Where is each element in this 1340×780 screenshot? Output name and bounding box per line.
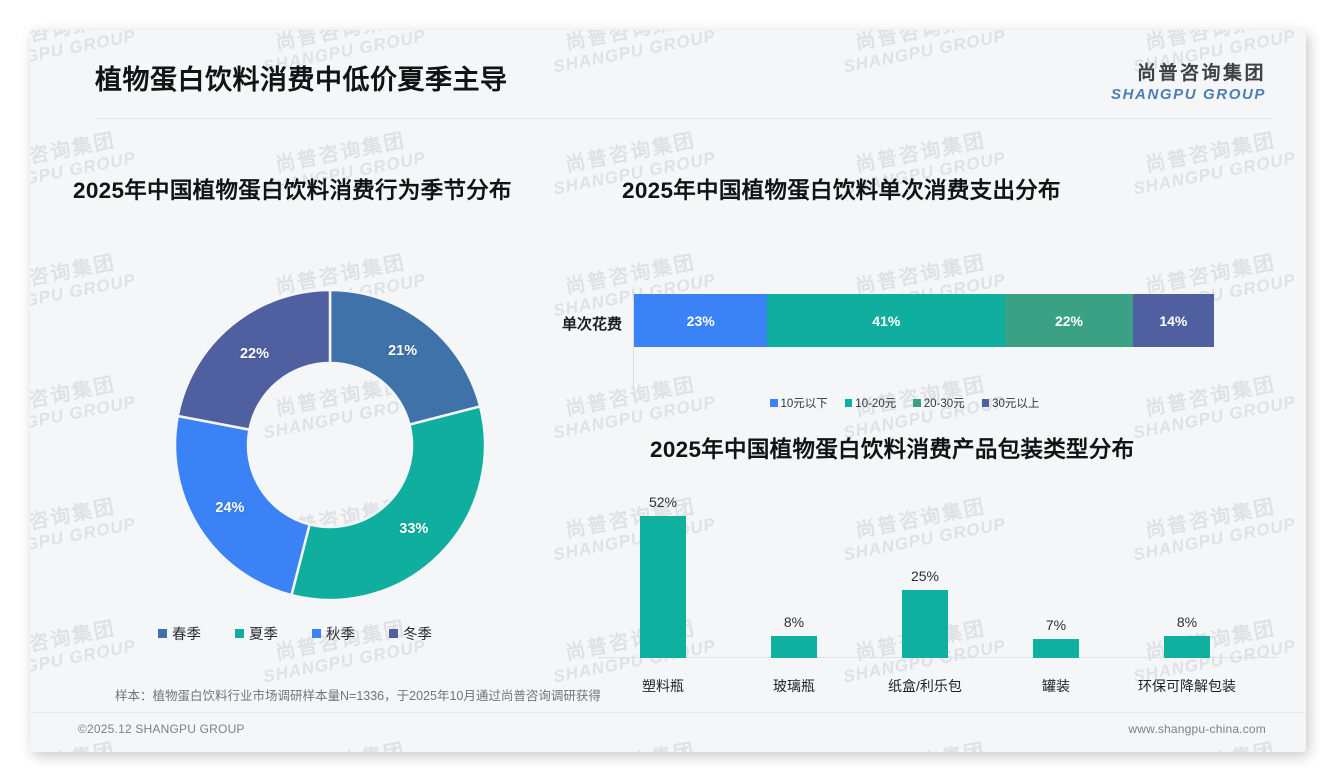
stacked-bar-segment[interactable]: 14% <box>1132 294 1214 347</box>
donut-slice-value: 22% <box>239 345 269 362</box>
bar-column[interactable]: 8% 玻璃瓶 <box>729 614 859 694</box>
legend-label: 10-20元 <box>855 398 897 410</box>
bar-value-label: 25% <box>910 568 940 584</box>
legend-label: 30元以上 <box>992 398 1040 410</box>
legend-item[interactable]: 10-20元 <box>844 395 897 411</box>
bar-category-label: 纸盒/利乐包 <box>888 678 962 694</box>
donut-slice[interactable] <box>328 288 482 427</box>
header-divider <box>95 118 1271 119</box>
legend-swatch <box>158 629 167 638</box>
bar-category-label: 罐装 <box>1042 678 1070 694</box>
logo-english-text: SHANGPU GROUP <box>1111 85 1266 103</box>
legend-item[interactable]: 夏季 <box>235 623 278 644</box>
legend-label: 春季 <box>172 627 201 643</box>
bar-category-label: 玻璃瓶 <box>773 678 815 694</box>
bar-chart-package: 52% 塑料瓶 8% 玻璃瓶 25% 纸盒/利乐包 7% 罐装 8% 环保可降解包装 <box>590 494 1290 700</box>
legend-label: 冬季 <box>403 627 432 643</box>
bar-column[interactable]: 8% 环保可降解包装 <box>1122 614 1252 694</box>
donut-chart-season: 21% 33% 24% 22% <box>120 275 540 655</box>
donut-slice-value: 24% <box>215 500 245 517</box>
stacked-bar-axis-line <box>633 287 634 397</box>
donut-slice-value: 33% <box>399 520 429 537</box>
footer-copyright: ©2025.12 SHANGPU GROUP <box>78 722 245 736</box>
bar-value-label: 8% <box>783 614 805 630</box>
bar-column[interactable]: 7% 罐装 <box>991 617 1121 694</box>
bar-column[interactable]: 25% 纸盒/利乐包 <box>860 568 990 694</box>
sample-footnote: 样本：植物蛋白饮料行业市场调研样本量N=1336，于2025年10月通过尚普咨询… <box>115 689 601 703</box>
slide-canvas: 尚普咨询集团 SHANGPU GROUP 尚普咨询集团 SHANGPU GROUP 尚普… <box>30 30 1306 752</box>
legend-label: 夏季 <box>249 627 278 643</box>
stacked-bar-chart-spend: 单次花费 23% 41% 22% 14% <box>530 275 1230 420</box>
brand-logo: 尚普咨询集团 SHANGPU GROUP <box>1111 63 1266 104</box>
chart-title-package: 2025年中国植物蛋白饮料消费产品包装类型分布 <box>650 437 1135 462</box>
stacked-bar-segment-value: 14% <box>1159 312 1188 329</box>
page-title: 植物蛋白饮料消费中低价夏季主导 <box>95 65 508 95</box>
legend-item[interactable]: 冬季 <box>389 623 432 644</box>
bar-category-label: 环保可降解包装 <box>1138 678 1236 694</box>
bar-value-label: 52% <box>648 494 678 510</box>
legend-swatch <box>312 629 321 638</box>
stacked-bar-segment[interactable]: 22% <box>1005 294 1133 347</box>
legend-item[interactable]: 春季 <box>158 623 201 644</box>
legend-item[interactable]: 10元以下 <box>770 395 828 411</box>
legend-item[interactable]: 秋季 <box>312 623 355 644</box>
legend-item[interactable]: 20-30元 <box>913 395 965 411</box>
legend-label: 秋季 <box>326 627 355 643</box>
legend-label: 20-30元 <box>923 398 965 410</box>
donut-slice[interactable] <box>176 288 332 432</box>
chart-title-season: 2025年中国植物蛋白饮料消费行为季节分布 <box>73 178 512 203</box>
legend-season: 春季 夏季 秋季 冬季 <box>158 623 432 644</box>
donut-slice-value: 21% <box>388 343 418 360</box>
footer-website: www.shangpu-china.com <box>1128 722 1266 736</box>
slide-header: 植物蛋白饮料消费中低价夏季主导 尚普咨询集团 SHANGPU GROUP <box>30 30 1306 118</box>
logo-chinese-text: 尚普咨询集团 <box>1136 63 1266 84</box>
stacked-bar-segment-value: 23% <box>686 312 715 329</box>
bar-rect[interactable] <box>771 636 817 658</box>
stacked-bar-segment-value: 22% <box>1054 312 1083 329</box>
bar-value-label: 7% <box>1045 617 1067 633</box>
stacked-bar-segment[interactable]: 23% <box>634 294 768 347</box>
bar-rect[interactable] <box>640 516 686 658</box>
stacked-bar-track: 23% 41% 22% 14% <box>634 294 1214 347</box>
bar-rect[interactable] <box>902 590 948 658</box>
legend-swatch <box>844 399 853 407</box>
bar-column[interactable]: 52% 塑料瓶 <box>598 494 728 694</box>
stacked-bar-segment[interactable]: 41% <box>767 294 1006 347</box>
bar-rect[interactable] <box>1164 636 1210 658</box>
donut-svg <box>173 288 487 602</box>
donut-slice[interactable] <box>173 414 312 597</box>
stacked-bar-category-label: 单次花费 <box>561 316 622 333</box>
chart-title-spend: 2025年中国植物蛋白饮料单次消费支出分布 <box>622 178 1061 203</box>
legend-swatch <box>770 399 778 407</box>
legend-item[interactable]: 30元以上 <box>981 395 1040 411</box>
footer-divider <box>30 712 1306 713</box>
legend-label: 10元以下 <box>780 398 828 410</box>
donut-slice[interactable] <box>289 404 487 602</box>
bar-category-label: 塑料瓶 <box>642 678 684 694</box>
legend-swatch <box>913 399 921 407</box>
legend-swatch <box>389 629 398 638</box>
legend-spend: 10元以下 10-20元 20-30元 30元以上 <box>770 395 1039 411</box>
legend-swatch <box>981 399 990 407</box>
legend-swatch <box>235 629 244 638</box>
bar-value-label: 8% <box>1176 614 1198 630</box>
bar-rect[interactable] <box>1033 639 1079 658</box>
stacked-bar-segment-value: 41% <box>872 312 901 329</box>
